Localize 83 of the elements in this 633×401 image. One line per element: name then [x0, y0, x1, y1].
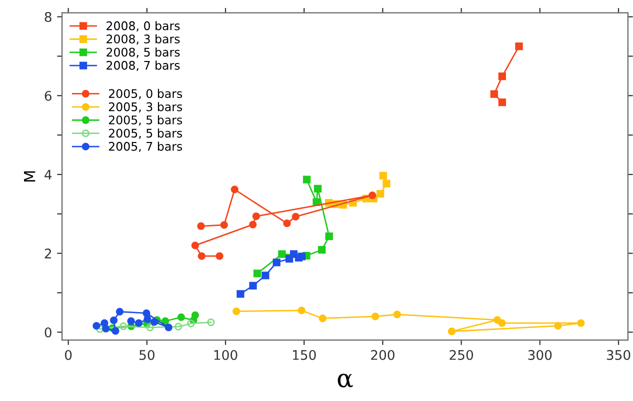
point [302, 176, 311, 184]
point [127, 317, 135, 325]
point [197, 222, 205, 230]
legend-label: 2008, 3 bars [106, 34, 180, 45]
legend-label: 2005, 0 bars [108, 88, 182, 100]
legend-label: 2008, 0 bars [106, 21, 180, 32]
point [262, 272, 270, 280]
point [216, 252, 224, 260]
point [207, 318, 215, 326]
y-tick-label: 4 [44, 170, 52, 180]
point [191, 311, 199, 320]
point [368, 192, 376, 200]
point [112, 327, 120, 335]
y-tick-label: 6 [44, 90, 52, 101]
point [325, 232, 333, 240]
y-axis-title: M [24, 171, 36, 182]
y-tick-label: 2 [44, 248, 51, 258]
point [490, 90, 498, 98]
point [92, 322, 100, 330]
x-tick-label: 350 [606, 350, 630, 360]
point [312, 198, 320, 206]
point [292, 212, 300, 220]
point [187, 320, 195, 328]
point [198, 252, 206, 260]
point [232, 307, 240, 316]
point [249, 220, 257, 228]
legend-label: 2005, 7 bars [108, 142, 182, 152]
point [393, 310, 401, 318]
point [498, 319, 506, 327]
point [252, 212, 260, 220]
point [376, 190, 384, 198]
point [554, 322, 562, 330]
point [515, 42, 523, 50]
point [174, 322, 182, 330]
legend-label: 2005, 5 bars [108, 128, 182, 139]
point [102, 324, 110, 332]
point [146, 324, 154, 332]
x-tick-label: 0 [64, 350, 72, 360]
point [253, 270, 262, 278]
point [278, 250, 286, 258]
point [191, 242, 199, 250]
point [230, 186, 238, 194]
point [372, 312, 380, 320]
x-axis-title: α [338, 374, 353, 388]
x-tick-label: 300 [528, 350, 552, 360]
point [577, 319, 585, 327]
point [379, 172, 388, 180]
legend-label: 2008, 7 bars [106, 60, 180, 72]
point [382, 180, 390, 188]
legend-label: 2005, 5 bars [108, 115, 182, 126]
point [161, 317, 170, 325]
x-tick-label: 200 [371, 350, 394, 360]
point [150, 318, 158, 326]
point [177, 313, 186, 321]
point [249, 282, 257, 290]
point [134, 319, 143, 327]
point [120, 322, 128, 330]
point [314, 184, 322, 192]
point [220, 221, 228, 229]
x-tick-label: 250 [450, 350, 474, 360]
legend-label: 2008, 5 bars [106, 47, 180, 58]
y-tick-label: 8 [44, 12, 52, 22]
point [142, 309, 150, 318]
x-tick-label: 50 [140, 350, 154, 360]
point [318, 246, 326, 254]
point [116, 308, 124, 316]
point [164, 324, 172, 332]
point [272, 258, 280, 266]
point [283, 220, 291, 228]
legend-label: 2005, 3 bars [108, 102, 182, 112]
point [448, 328, 456, 336]
point [298, 306, 306, 314]
point [96, 325, 104, 333]
point [144, 315, 152, 323]
point [498, 72, 506, 80]
point [498, 98, 506, 106]
point [110, 316, 118, 324]
point [236, 290, 244, 298]
point [318, 314, 326, 322]
x-tick-label: 150 [292, 350, 316, 360]
point [298, 252, 306, 260]
y-tick-label: 0 [44, 327, 52, 338]
x-tick-label: 100 [214, 350, 238, 360]
